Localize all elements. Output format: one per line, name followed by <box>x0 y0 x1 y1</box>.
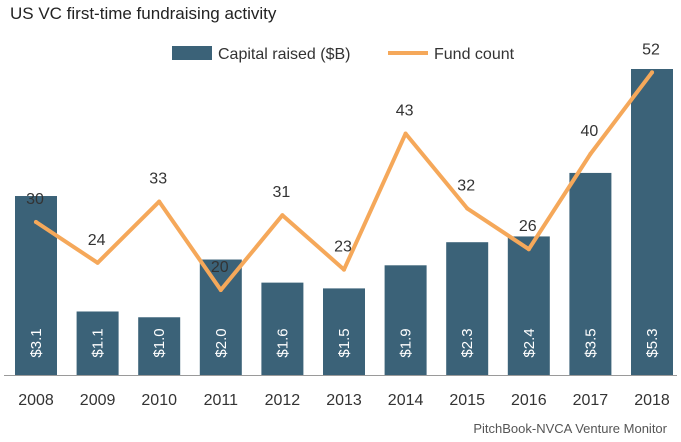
fund-count-labels: 30 24 33 20 31 23 43 32 26 40 52 <box>26 41 660 276</box>
fund-count-label: 20 <box>211 259 229 276</box>
x-tick-label: 2018 <box>634 392 670 409</box>
x-tick-label: 2012 <box>265 392 301 409</box>
bar-value-label: $1.6 <box>274 328 291 357</box>
legend: Capital raised ($B) Fund count <box>172 46 515 63</box>
fund-count-label: 33 <box>149 171 167 188</box>
bar-value-label: $3.5 <box>582 328 599 357</box>
bar-2008 <box>15 196 57 375</box>
fund-count-label: 24 <box>88 232 106 249</box>
bar-value-label: $5.3 <box>644 328 661 357</box>
bar-value-label: $3.1 <box>28 328 45 357</box>
bar-2013 <box>323 288 365 375</box>
chart-title: US VC first-time fundraising activity <box>10 4 277 23</box>
x-tick-label: 2011 <box>204 392 239 409</box>
bar-2015 <box>446 242 489 375</box>
fund-count-point-2009 <box>95 260 100 265</box>
bar-2016 <box>507 236 550 375</box>
fund-count-series-line <box>34 70 654 292</box>
bar-value-label: $1.5 <box>336 328 353 357</box>
x-tick-label: 2014 <box>388 392 424 409</box>
fund-count-line <box>34 70 654 292</box>
x-tick-label: 2015 <box>449 392 485 409</box>
x-tick-label: 2009 <box>80 392 116 409</box>
fund-count-label: 43 <box>396 103 414 120</box>
bar-2012 <box>261 282 304 375</box>
legend-bar-label: Capital raised ($B) <box>218 46 351 63</box>
x-tick-label: 2013 <box>326 392 362 409</box>
bar-value-label: $2.0 <box>213 328 230 357</box>
bar-value-label: $1.1 <box>90 328 107 357</box>
fund-count-point-2014 <box>403 131 408 136</box>
legend-bar-swatch <box>172 46 212 60</box>
x-tick-label: 2010 <box>141 392 177 409</box>
x-tick-label: 2016 <box>511 392 547 409</box>
fund-count-label: 31 <box>273 184 291 201</box>
fund-count-point-2008 <box>34 220 38 224</box>
fund-count-point-2010 <box>157 199 162 204</box>
fund-count-point-2015 <box>465 206 470 211</box>
fund-count-point-2017 <box>588 152 593 156</box>
legend-line-label: Fund count <box>434 46 515 63</box>
bar-value-label: $1.9 <box>398 328 415 357</box>
bar-2009 <box>76 311 119 375</box>
fund-count-label: 32 <box>457 177 475 194</box>
x-tick-labels: 2008 2009 2010 2011 2012 2013 2014 2015 2016 2017… <box>18 392 670 409</box>
fund-count-point-2012 <box>280 213 285 218</box>
bar-value-label: $2.4 <box>521 328 538 357</box>
x-tick-label: 2017 <box>573 392 609 409</box>
chart-source: PitchBook-NVCA Venture Monitor <box>473 421 667 436</box>
bar-value-label: $1.0 <box>151 328 168 357</box>
fund-count-point-2016 <box>526 247 531 252</box>
fund-count-label: 40 <box>581 123 599 140</box>
fund-count-point-2013 <box>342 267 346 272</box>
bar-2017 <box>569 172 612 375</box>
fund-count-label: 30 <box>26 191 44 208</box>
fund-count-label: 52 <box>642 41 660 58</box>
fund-count-point-2011 <box>218 288 223 292</box>
fund-count-label: 26 <box>519 218 537 235</box>
bar-2011 <box>199 259 242 375</box>
x-tick-label: 2008 <box>18 392 54 409</box>
fund-count-label: 23 <box>334 239 352 256</box>
bar-2018 <box>631 69 673 375</box>
bar-value-labels: $3.1 $1.1 $1.0 $2.0 $1.6 $1.5 $1.9 $2.3 $2.4 $3.5… <box>28 328 661 357</box>
bar-2014 <box>384 265 427 375</box>
bar-2010 <box>138 317 181 375</box>
bar-value-label: $2.3 <box>459 328 476 357</box>
bars <box>15 69 673 375</box>
fund-count-point-2018 <box>650 70 654 75</box>
